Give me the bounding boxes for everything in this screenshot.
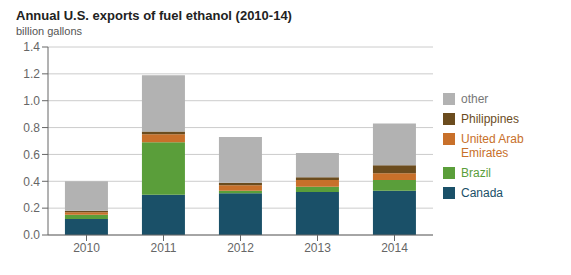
svg-text:0.6: 0.6 [23, 148, 40, 162]
svg-text:2012: 2012 [227, 241, 254, 255]
html-text:Philippines: Philippines [461, 112, 519, 126]
svg-text:1.4: 1.4 [23, 40, 40, 54]
svg-text:0.8: 0.8 [23, 121, 40, 135]
svg-text:2011: 2011 [151, 241, 177, 255]
html-text:United Arab Emirates: United Arab Emirates [461, 132, 524, 160]
svg-text:0.0: 0.0 [23, 228, 40, 242]
svg-text:2010: 2010 [73, 241, 100, 255]
html-text:billion gallons: billion gallons [16, 25, 82, 37]
html-text:other: other [461, 92, 489, 106]
svg-text:2013: 2013 [304, 241, 331, 255]
svg-text:1.0: 1.0 [23, 94, 40, 108]
svg-text:0.2: 0.2 [23, 201, 40, 215]
svg-text:0.4: 0.4 [23, 175, 40, 189]
html-text:Annual U.S. exports of fuel et: Annual U.S. exports of fuel ethanol (201… [16, 8, 292, 23]
svg-text:2014: 2014 [381, 241, 408, 255]
html-text:Brazil: Brazil [461, 166, 491, 180]
svg-text:1.2: 1.2 [23, 67, 40, 81]
html-text:Canada: Canada [461, 186, 503, 200]
